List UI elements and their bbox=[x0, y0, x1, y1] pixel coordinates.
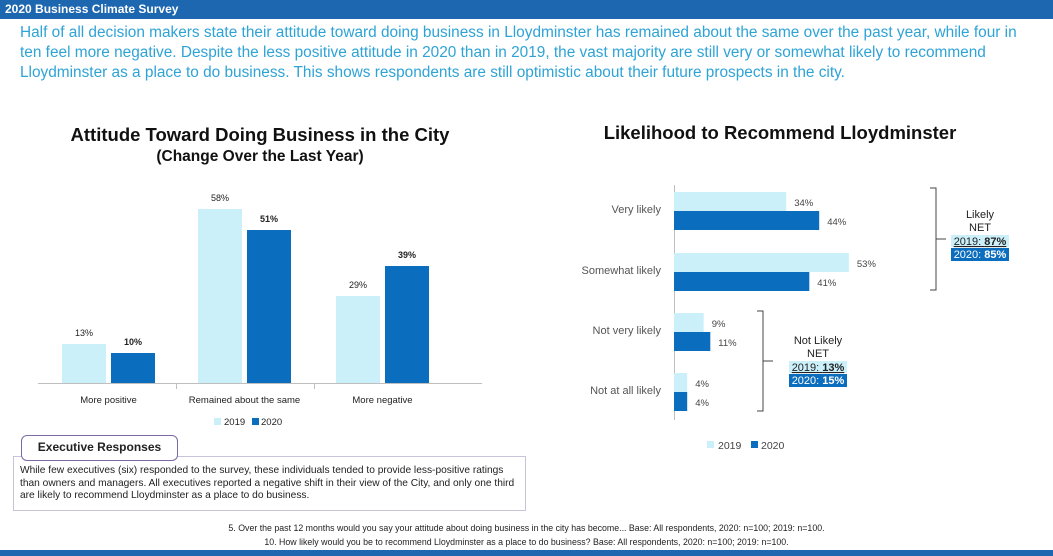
chart2-notlikely-net-2020: 2020: 15% bbox=[792, 375, 845, 387]
chart2-bar-2020 bbox=[674, 392, 688, 411]
chart1-bar-2019 bbox=[62, 344, 106, 383]
chart2-data-label: 44% bbox=[827, 217, 847, 228]
executive-text: While few executives (six) responded to … bbox=[20, 465, 515, 501]
chart2-bar-2019 bbox=[674, 373, 688, 392]
chart1-category-label: Remained about the same bbox=[189, 395, 300, 406]
executive-box bbox=[13, 456, 526, 511]
chart2-likely-net-2020-bg bbox=[951, 248, 1009, 261]
footnote-2: 10. How likely would you be to recommend… bbox=[264, 537, 789, 547]
footer-bar bbox=[0, 550, 1053, 556]
chart1-category-label: More negative bbox=[352, 395, 412, 406]
chart2-category-label: Not very likely bbox=[593, 325, 662, 337]
chart2-likely-net-label: Likely bbox=[966, 209, 995, 221]
chart2-data-label: 4% bbox=[695, 398, 709, 409]
chart2-legend-label: 2020 bbox=[761, 440, 785, 452]
chart2-bar-2020 bbox=[674, 211, 820, 230]
chart2-data-label: 34% bbox=[794, 198, 814, 209]
chart2-bar-2019 bbox=[674, 313, 704, 332]
header-bar: 2020 Business Climate Survey bbox=[0, 0, 1053, 19]
chart2-bar-2019 bbox=[674, 253, 849, 272]
intro-text: Half of all decision makers state their … bbox=[20, 24, 1017, 81]
chart1-subtitle: (Change Over the Last Year) bbox=[156, 148, 364, 165]
chart2-notlikely-net-2019: 2019: 13% bbox=[792, 362, 845, 374]
chart1-data-label: 29% bbox=[349, 280, 367, 290]
chart2-data-label: 11% bbox=[718, 338, 737, 349]
header-title: 2020 Business Climate Survey bbox=[5, 2, 179, 16]
chart1-data-label: 58% bbox=[211, 193, 229, 203]
chart2-notlikely-bracket bbox=[757, 310, 764, 412]
chart1-legend-label: 2020 bbox=[261, 417, 282, 428]
chart1-bar-2020 bbox=[247, 230, 291, 383]
chart1-legend-label: 2019 bbox=[224, 417, 245, 428]
chart1-bar-2019 bbox=[336, 296, 380, 383]
chart2-likely-net-2019-bg bbox=[951, 235, 1009, 247]
chart2-likely-net-2019: 2019: 87% bbox=[954, 236, 1007, 248]
chart1-legend-swatch-2020 bbox=[252, 418, 259, 425]
chart1-data-label: 51% bbox=[260, 214, 278, 224]
chart2-category-label: Not at all likely bbox=[590, 385, 661, 397]
chart2-data-label: 9% bbox=[712, 319, 726, 330]
chart2-bar-2020 bbox=[674, 272, 810, 291]
chart2-likely-net-heading: NET bbox=[969, 222, 991, 234]
chart2-data-label: 41% bbox=[817, 278, 837, 289]
chart1-bar-2020 bbox=[385, 266, 429, 383]
chart1-legend-swatch-2019 bbox=[214, 418, 221, 425]
chart2-notlikely-net-label: Not Likely bbox=[794, 335, 843, 347]
chart2-bar-2020 bbox=[674, 332, 711, 351]
chart2-notlikely-net-2020-bg bbox=[789, 374, 847, 387]
chart2-category-label: Very likely bbox=[611, 204, 661, 216]
chart2-title: Likelihood to Recommend Lloydminster bbox=[603, 122, 957, 143]
chart1-data-label: 13% bbox=[75, 328, 93, 338]
chart2-data-label: 53% bbox=[857, 259, 877, 270]
chart1-bar-2019 bbox=[198, 209, 242, 383]
chart2-bar-2019 bbox=[674, 192, 787, 211]
chart1-bar-2020 bbox=[111, 353, 155, 383]
chart1-data-label: 10% bbox=[124, 337, 142, 347]
chart2-legend-label: 2019 bbox=[718, 440, 742, 452]
chart2-notlikely-net-2019-bg bbox=[789, 361, 847, 373]
chart2-notlikely-net-heading: NET bbox=[807, 348, 829, 360]
chart2-legend-swatch-2019 bbox=[707, 441, 714, 448]
chart1-data-label: 39% bbox=[398, 250, 416, 260]
executive-title: Executive Responses bbox=[21, 435, 178, 461]
chart1-category-label: More positive bbox=[80, 395, 137, 406]
chart2-legend-swatch-2020 bbox=[751, 441, 758, 448]
footnote-1: 5. Over the past 12 months would you say… bbox=[228, 523, 825, 533]
chart2-likely-net-2020: 2020: 85% bbox=[954, 249, 1007, 261]
chart1-title: Attitude Toward Doing Business in the Ci… bbox=[70, 124, 450, 145]
chart2-data-label: 4% bbox=[695, 379, 709, 390]
chart2-likely-bracket bbox=[930, 187, 937, 291]
chart2-category-label: Somewhat likely bbox=[582, 265, 662, 277]
